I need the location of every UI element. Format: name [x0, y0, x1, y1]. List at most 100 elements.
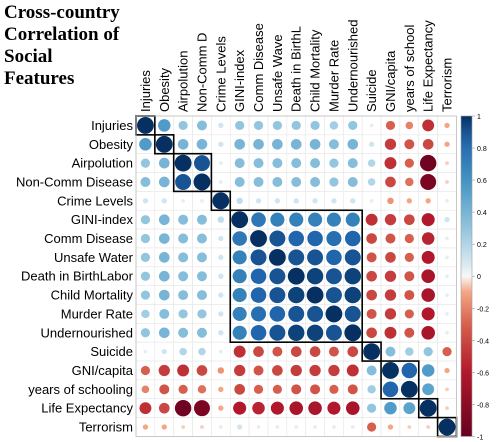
correlation-circle: [293, 198, 299, 204]
correlation-circle: [445, 274, 449, 279]
correlation-circle: [366, 289, 377, 301]
correlation-circle: [139, 402, 152, 415]
correlation-circle: [178, 233, 189, 244]
correlation-circle: [218, 386, 224, 392]
correlation-circle: [158, 119, 171, 132]
correlation-circle: [366, 327, 377, 339]
correlation-circle: [250, 249, 267, 266]
correlation-circle: [158, 402, 170, 414]
correlation-circle: [218, 330, 224, 336]
correlation-circle: [367, 178, 376, 186]
title-line: Features: [4, 68, 75, 89]
chart-title: Cross-country Correlation of Social Feat…: [4, 2, 144, 90]
correlation-circle: [312, 198, 318, 204]
correlation-circle: [218, 273, 224, 279]
correlation-circle: [345, 401, 360, 415]
correlation-circle: [407, 425, 412, 429]
correlation-circle: [347, 346, 359, 357]
correlation-circle: [175, 173, 192, 190]
colorbar-tick-label: 1: [477, 114, 481, 121]
correlation-circle: [345, 212, 360, 227]
correlation-circle: [307, 230, 323, 247]
correlation-circle: [404, 327, 415, 338]
correlation-circle: [403, 214, 415, 226]
correlation-circle: [309, 364, 321, 377]
column-label: GINI-index: [232, 49, 247, 112]
correlation-circle: [177, 138, 189, 150]
correlation-circle: [331, 198, 337, 204]
correlation-circle: [270, 212, 285, 227]
correlation-circle: [425, 198, 431, 204]
correlation-circle: [404, 290, 415, 301]
correlation-circle: [196, 233, 207, 244]
row-label: Unsafe Water: [54, 250, 134, 265]
colorbar-tick-label: 0: [477, 274, 481, 281]
correlation-circle: [347, 138, 359, 150]
correlation-circle: [401, 362, 418, 379]
correlation-circle: [366, 365, 377, 376]
correlation-circle: [366, 308, 377, 319]
row-label: Death in BirthLabor: [21, 269, 134, 284]
column-label: Death in BirthL: [289, 26, 304, 112]
correlation-circle: [218, 180, 223, 184]
correlation-circle: [269, 306, 286, 322]
correlation-circle: [178, 252, 189, 263]
correlation-circle: [272, 176, 283, 187]
correlation-circle: [177, 364, 190, 377]
correlation-circle: [344, 324, 362, 342]
correlation-circle: [445, 312, 449, 316]
correlation-circle: [384, 214, 397, 226]
correlation-circle: [419, 399, 437, 417]
correlation-circle: [325, 324, 342, 341]
correlation-circle: [200, 198, 204, 203]
correlation-circle: [384, 138, 397, 150]
correlation-circle: [290, 364, 302, 377]
correlation-circle: [250, 268, 267, 284]
correlation-circle: [423, 347, 433, 357]
correlation-circle: [237, 424, 243, 430]
correlation-circle: [384, 326, 397, 339]
correlation-circle: [326, 249, 342, 266]
row-label: Obesity: [89, 137, 134, 152]
correlation-circle: [308, 401, 322, 415]
row-label: Airpolution: [72, 156, 133, 171]
colorbar-tick-label: -0.2: [477, 306, 489, 313]
correlation-circle: [421, 288, 435, 302]
column-label: GNI/capita: [383, 50, 398, 112]
correlation-circle: [420, 173, 437, 190]
correlation-circle: [367, 385, 376, 394]
correlation-circle: [178, 290, 189, 301]
correlation-circle: [158, 289, 170, 301]
correlation-circle: [140, 158, 151, 168]
correlation-circle: [384, 157, 397, 170]
correlation-circle: [140, 215, 151, 225]
correlation-circle: [384, 289, 397, 301]
correlation-circle: [438, 418, 456, 436]
colorbar-tick-label: 0.8: [477, 146, 487, 153]
correlation-circle: [289, 401, 304, 415]
colorbar-tick-label: -0.8: [477, 402, 489, 409]
correlation-circle: [404, 139, 415, 150]
correlation-circle: [275, 425, 280, 429]
correlation-circle: [445, 330, 449, 335]
correlation-circle: [422, 119, 435, 132]
title-line: Cross-country: [4, 2, 120, 23]
correlation-circle: [218, 254, 224, 261]
correlation-circle: [178, 327, 189, 338]
cluster-box: [154, 134, 175, 155]
correlation-circle: [329, 384, 339, 394]
correlation-circle: [158, 214, 170, 226]
correlation-circle: [232, 306, 247, 321]
correlation-circle: [350, 425, 355, 429]
row-label: Suicide: [90, 344, 133, 359]
correlation-circle: [181, 198, 186, 203]
correlation-circle: [256, 425, 261, 429]
correlation-circle: [445, 293, 449, 297]
correlation-circle: [158, 157, 170, 169]
correlation-circle: [288, 305, 305, 322]
correlation-circle: [269, 287, 286, 304]
correlation-circle: [196, 365, 208, 376]
correlation-circle: [325, 305, 343, 323]
colorbar-tick-label: -0.6: [477, 370, 489, 377]
correlation-circle: [272, 365, 283, 376]
